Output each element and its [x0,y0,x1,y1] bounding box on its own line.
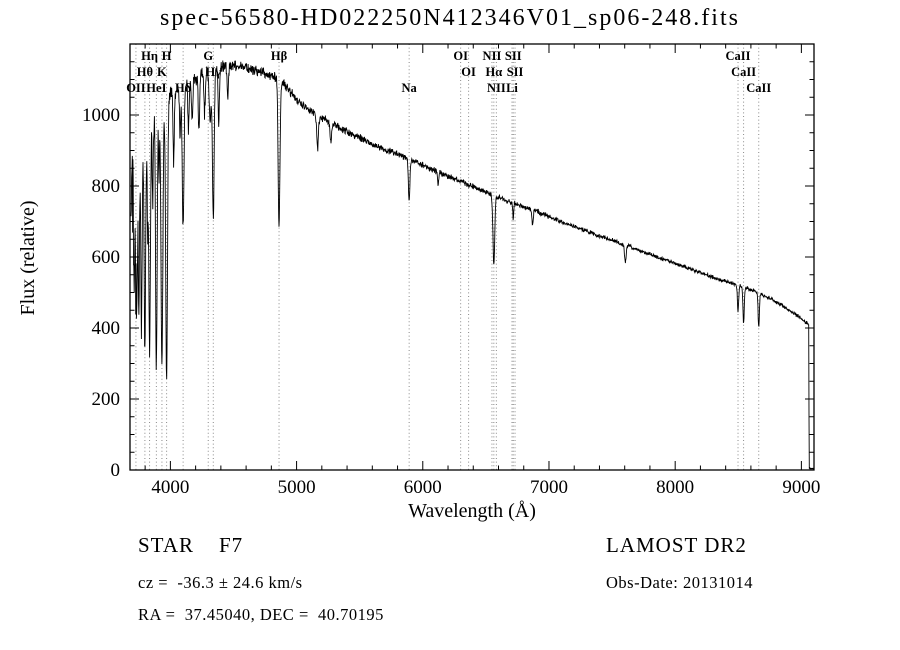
survey-release-label: LAMOST DR2 [606,533,747,557]
svg-text:4000: 4000 [151,477,189,498]
ra-dec-label: RA = 37.45040, DEC = 40.70195 [138,605,384,624]
svg-text:Hβ: Hβ [271,49,288,63]
svg-text:OI: OI [461,65,476,79]
radial-velocity-label: cz = -36.3 ± 24.6 km/s [138,573,303,592]
svg-text:Hγ: Hγ [206,65,222,79]
svg-text:K: K [157,65,167,79]
svg-text:400: 400 [92,318,121,339]
svg-text:Hα: Hα [485,65,502,79]
svg-text:NII: NII [483,49,502,63]
y-axis-label: Flux (relative) [17,201,39,316]
svg-text:800: 800 [92,176,121,197]
svg-text:600: 600 [92,247,121,268]
svg-text:Na: Na [402,81,418,95]
svg-text:5000: 5000 [278,477,316,498]
svg-text:Hη: Hη [141,49,158,63]
svg-text:OI: OI [453,49,468,63]
svg-text:8000: 8000 [656,477,694,498]
svg-text:CaII: CaII [731,65,756,79]
spectral-line-markers [135,44,760,470]
svg-text:H: H [162,49,172,63]
object-class-label: STAR F7 [138,533,244,557]
obs-date-label: Obs-Date: 20131014 [606,573,753,592]
svg-text:9000: 9000 [782,477,820,498]
svg-text:SII: SII [507,65,524,79]
svg-text:Hδ: Hδ [175,81,192,95]
svg-text:6000: 6000 [404,477,442,498]
svg-text:NII: NII [487,81,506,95]
plot-title: spec-56580-HD022250N412346V01_sp06-248.f… [160,5,740,31]
svg-text:OII: OII [126,81,146,95]
svg-text:CaII: CaII [726,49,751,63]
x-axis-label: Wavelength (Å) [408,500,536,522]
svg-text:1000: 1000 [82,105,120,126]
svg-text:Li: Li [506,81,518,95]
svg-text:CaII: CaII [746,81,771,95]
svg-text:0: 0 [111,460,121,481]
svg-text:SII: SII [505,49,522,63]
svg-text:200: 200 [92,389,121,410]
svg-text:G: G [203,49,213,63]
spectrum-line [130,60,815,470]
svg-text:HeI: HeI [146,81,166,95]
svg-text:Hθ: Hθ [137,65,153,79]
axes-frame: 4000 5000 6000 7000 8000 9000 0 200 400 600 800 100… [82,43,820,498]
svg-text:7000: 7000 [530,477,568,498]
